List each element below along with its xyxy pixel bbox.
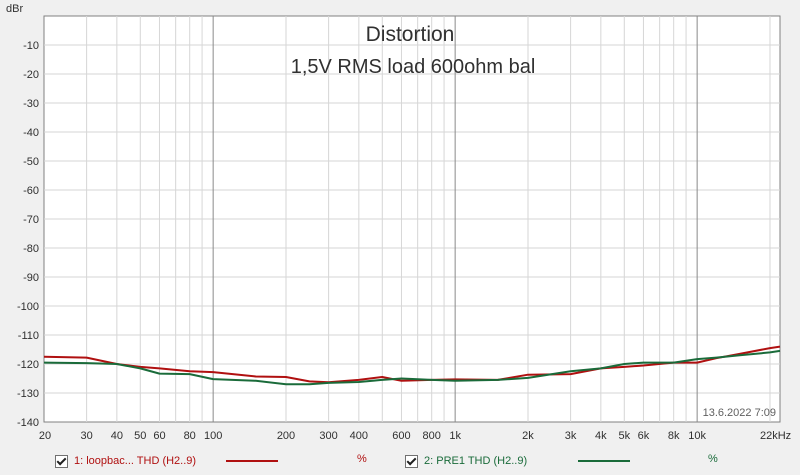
x-tick-label: 2k — [522, 430, 534, 442]
chart-title: Distortion — [366, 23, 455, 46]
legend: 1: loopbac... THD (H2..9) % 2: PRE1 THD … — [0, 450, 800, 472]
x-tick-label: 1k — [449, 430, 461, 442]
timestamp: 13.6.2022 7:09 — [703, 407, 776, 419]
distortion-chart: -10 -20 -30 -40 -50 -60 -70 -80 -90 -100 -110 -120 -… — [6, 3, 791, 442]
y-tick-label: -80 — [23, 243, 39, 255]
x-tick-label: 50 — [134, 430, 146, 442]
x-tick-label: 40 — [111, 430, 123, 442]
y-tick-label: -60 — [23, 185, 39, 197]
tick-labels: -10 -20 -30 -40 -50 -60 -70 -80 -90 -100 -110 -120 -… — [17, 40, 791, 442]
grid — [44, 16, 780, 422]
series-2-swatch — [578, 460, 630, 462]
x-tick-label: 60 — [153, 430, 165, 442]
x-tick-label: 100 — [204, 430, 222, 442]
x-tick-label: 200 — [277, 430, 295, 442]
chart-subtitle: 1,5V RMS load 600ohm bal — [291, 56, 536, 78]
y-axis-label: dBr — [6, 3, 23, 15]
x-tick-label: 80 — [184, 430, 196, 442]
x-tick-label: 600 — [392, 430, 410, 442]
x-tick-label: 400 — [350, 430, 368, 442]
y-tick-label: -10 — [23, 40, 39, 52]
series-2-checkbox[interactable] — [405, 454, 418, 468]
y-tick-label: -110 — [18, 330, 39, 342]
x-tick-label: 20 — [39, 430, 51, 442]
x-tick-label: 30 — [80, 430, 92, 442]
y-tick-label: -140 — [17, 417, 39, 429]
y-tick-label: -130 — [17, 388, 39, 400]
series-2-unit: % — [708, 453, 718, 465]
legend-item-series-2[interactable]: 2: PRE1 THD (H2..9) — [405, 453, 527, 469]
x-tick-label: 10k — [688, 430, 706, 442]
y-tick-label: -20 — [23, 69, 39, 81]
series-1-unit: % — [357, 453, 367, 465]
series-line-2 — [43, 349, 781, 386]
x-tick-label: 800 — [423, 430, 441, 442]
legend-item-series-1[interactable]: 1: loopbac... THD (H2..9) — [55, 453, 196, 469]
y-tick-label: -30 — [23, 98, 39, 110]
y-tick-label: -90 — [23, 272, 39, 284]
x-tick-label: 5k — [618, 430, 630, 442]
series-line-1 — [43, 345, 781, 384]
x-tick-label: 8k — [668, 430, 680, 442]
series-2-label: 2: PRE1 THD (H2..9) — [424, 455, 528, 467]
y-tick-label: -120 — [17, 359, 39, 371]
y-tick-label: -70 — [23, 214, 39, 226]
series-1-label: 1: loopbac... THD (H2..9) — [74, 455, 197, 467]
y-tick-label: -50 — [23, 156, 39, 168]
x-tick-label: 22kHz — [760, 430, 791, 442]
series-layer — [43, 345, 781, 386]
x-tick-label: 300 — [319, 430, 337, 442]
x-tick-label: 4k — [595, 430, 607, 442]
x-tick-label: 6k — [638, 430, 650, 442]
x-tick-label: 3k — [565, 430, 577, 442]
series-1-swatch — [226, 460, 278, 462]
series-1-checkbox[interactable] — [55, 454, 68, 468]
y-tick-label: -100 — [17, 301, 39, 313]
y-tick-label: -40 — [23, 127, 39, 139]
